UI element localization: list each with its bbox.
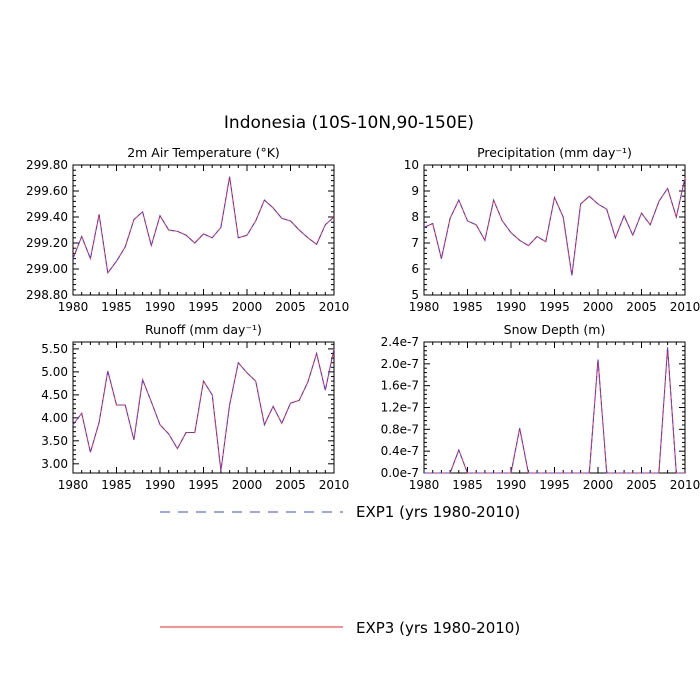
- runoff-ytick-label: 5.50: [41, 342, 68, 356]
- air-temperature-panel: 2m Air Temperature (°K) 1980 1985 1990 1995 2…: [26, 145, 349, 314]
- precipitation-xtick-label: 1990: [496, 300, 527, 314]
- runoff-ytick-label: 4.00: [41, 411, 68, 425]
- air-temperature-title: 2m Air Temperature (°K): [127, 145, 280, 160]
- runoff-ytick-label: 3.50: [41, 434, 68, 448]
- runoff-xtick-label: 1995: [188, 478, 219, 492]
- snow-depth-xtick-label: 2010: [670, 478, 700, 492]
- precipitation-ytick-label: 5: [411, 288, 419, 302]
- snow-depth-xtick-label: 2005: [626, 478, 657, 492]
- air-temperature-ytick-label: 298.80: [26, 288, 68, 302]
- air-temperature-xtick-label: 2000: [232, 300, 263, 314]
- snow-depth-ytick-label: 2.4e-7: [381, 335, 419, 349]
- precipitation-ytick-label: 10: [404, 158, 419, 172]
- legend-exp3-label: EXP3 (yrs 1980-2010): [356, 619, 520, 637]
- precipitation-xtick-label: 2010: [670, 300, 700, 314]
- runoff-xtick-label: 2010: [319, 478, 350, 492]
- precipitation-title: Precipitation (mm day⁻¹): [477, 145, 632, 160]
- air-temperature-xtick-label: 1980: [58, 300, 89, 314]
- air-temperature-ytick-label: 299.00: [26, 262, 68, 276]
- runoff-xtick-label: 2005: [275, 478, 306, 492]
- precipitation-frame: [423, 164, 686, 296]
- snow-depth-ytick-label: 0.4e-7: [381, 444, 419, 458]
- air-temperature-ytick-label: 299.80: [26, 158, 68, 172]
- air-temperature-xtick-label: 2010: [319, 300, 350, 314]
- air-temperature-xtick-label: 1995: [188, 300, 219, 314]
- snow-depth-ytick-label: 1.6e-7: [381, 379, 419, 393]
- air-temperature-ytick-label: 299.40: [26, 210, 68, 224]
- runoff-xtick-label: 1985: [101, 478, 132, 492]
- snow-depth-frame: [423, 341, 686, 474]
- snow-depth-xtick-label: 1985: [452, 478, 483, 492]
- runoff-title: Runoff (mm day⁻¹): [145, 322, 262, 337]
- precipitation-series-exp3: [423, 177, 686, 276]
- snow-depth-xtick-label: 2000: [583, 478, 614, 492]
- legend: EXP1 (yrs 1980-2010) EXP3 (yrs 1980-2010…: [160, 503, 520, 637]
- precipitation-xtick-label: 2005: [626, 300, 657, 314]
- snow-depth-series-exp3: [424, 347, 685, 474]
- runoff-ytick-label: 4.50: [41, 388, 68, 402]
- snow-depth-ytick-label: 2.0e-7: [381, 357, 419, 371]
- snow-depth-xtick-label: 1995: [539, 478, 570, 492]
- precipitation-xtick-label: 2000: [583, 300, 614, 314]
- snow-depth-ytick-label: 1.2e-7: [381, 401, 419, 415]
- snow-depth-ytick-label: 0.0e-7: [381, 466, 419, 480]
- precipitation-ytick-label: 7: [411, 236, 419, 250]
- runoff-xtick-label: 1990: [145, 478, 176, 492]
- precipitation-panel: Precipitation (mm day⁻¹) 1980 1985 1990 1995…: [404, 145, 700, 314]
- precipitation-xtick-label: 1985: [452, 300, 483, 314]
- precipitation-ytick-label: 9: [411, 184, 419, 198]
- air-temperature-series-exp1: [72, 176, 335, 275]
- snow-depth-panel: Snow Depth (m) 1980 1985 1990 1995 2000 2005 20…: [381, 322, 700, 492]
- air-temperature-ytick-label: 299.20: [26, 236, 68, 250]
- precipitation-ytick-label: 8: [411, 210, 419, 224]
- runoff-series-exp1: [72, 348, 335, 471]
- air-temperature-frame: [72, 164, 335, 296]
- runoff-frame: [72, 341, 335, 474]
- runoff-series-exp3: [72, 348, 335, 471]
- precipitation-ytick-label: 6: [411, 262, 419, 276]
- air-temperature-xtick-label: 2005: [275, 300, 306, 314]
- snow-depth-xtick-label: 1990: [496, 478, 527, 492]
- air-temperature-xtick-label: 1990: [145, 300, 176, 314]
- air-temperature-ytick-label: 299.60: [26, 184, 68, 198]
- runoff-ytick-label: 3.00: [41, 457, 68, 471]
- figure-title: Indonesia (10S-10N,90-150E): [224, 113, 474, 133]
- panels: 2m Air Temperature (°K) 1980 1985 1990 1995 2…: [26, 145, 700, 492]
- runoff-ytick-label: 5.00: [41, 365, 68, 379]
- precipitation-xtick-label: 1995: [539, 300, 570, 314]
- snow-depth-title: Snow Depth (m): [504, 322, 606, 337]
- runoff-panel: Runoff (mm day⁻¹) 1980 1985 1990 1995 2000 200…: [41, 322, 349, 492]
- precipitation-series-exp1: [423, 177, 686, 276]
- snow-depth-series-exp1: [424, 347, 685, 474]
- precipitation-xtick-label: 1980: [409, 300, 440, 314]
- runoff-xtick-label: 1980: [58, 478, 89, 492]
- snow-depth-xtick-label: 1980: [409, 478, 440, 492]
- snow-depth-ytick-label: 0.8e-7: [381, 422, 419, 436]
- runoff-xtick-label: 2000: [232, 478, 263, 492]
- air-temperature-series-exp3: [72, 176, 335, 275]
- air-temperature-xtick-label: 1985: [101, 300, 132, 314]
- legend-exp1-label: EXP1 (yrs 1980-2010): [356, 503, 520, 521]
